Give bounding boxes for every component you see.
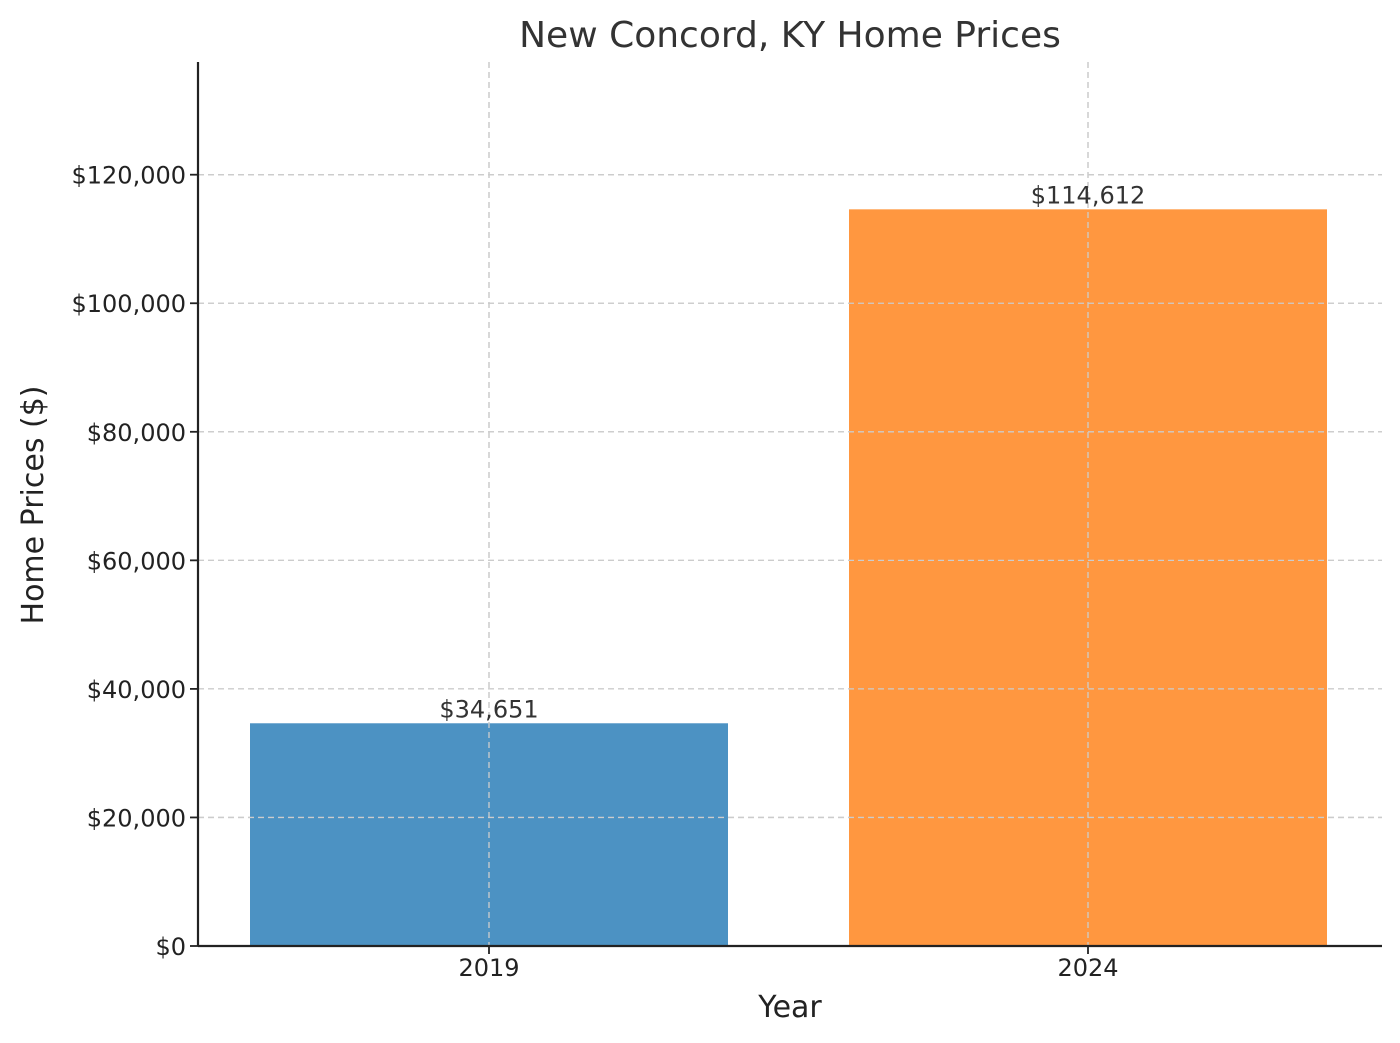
ticks: $0 $20,000 $40,000 $60,000 $80,000 $100,000 $1… <box>71 162 1118 982</box>
y-tick-label: $40,000 <box>87 676 186 704</box>
bars <box>198 62 1382 947</box>
y-tick-label: $100,000 <box>71 290 186 318</box>
y-tick-label: $0 <box>155 933 186 961</box>
x-tick-label: 2024 <box>1057 954 1118 982</box>
y-tick-label: $20,000 <box>87 804 186 832</box>
x-axis-title: Year <box>757 990 822 1025</box>
chart-title: New Concord, KY Home Prices <box>519 15 1061 56</box>
y-axis-title: Home Prices ($) <box>16 386 51 625</box>
y-tick-label: $80,000 <box>87 419 186 447</box>
data-labels: $34,651 $114,612 <box>439 181 1145 723</box>
bar-value-label: $34,651 <box>439 695 538 723</box>
y-tick-label: $60,000 <box>87 547 186 575</box>
axes <box>196 62 1382 948</box>
bar-value-label: $114,612 <box>1031 181 1146 209</box>
y-tick-label: $120,000 <box>71 162 186 190</box>
x-tick-label: 2019 <box>458 954 519 982</box>
